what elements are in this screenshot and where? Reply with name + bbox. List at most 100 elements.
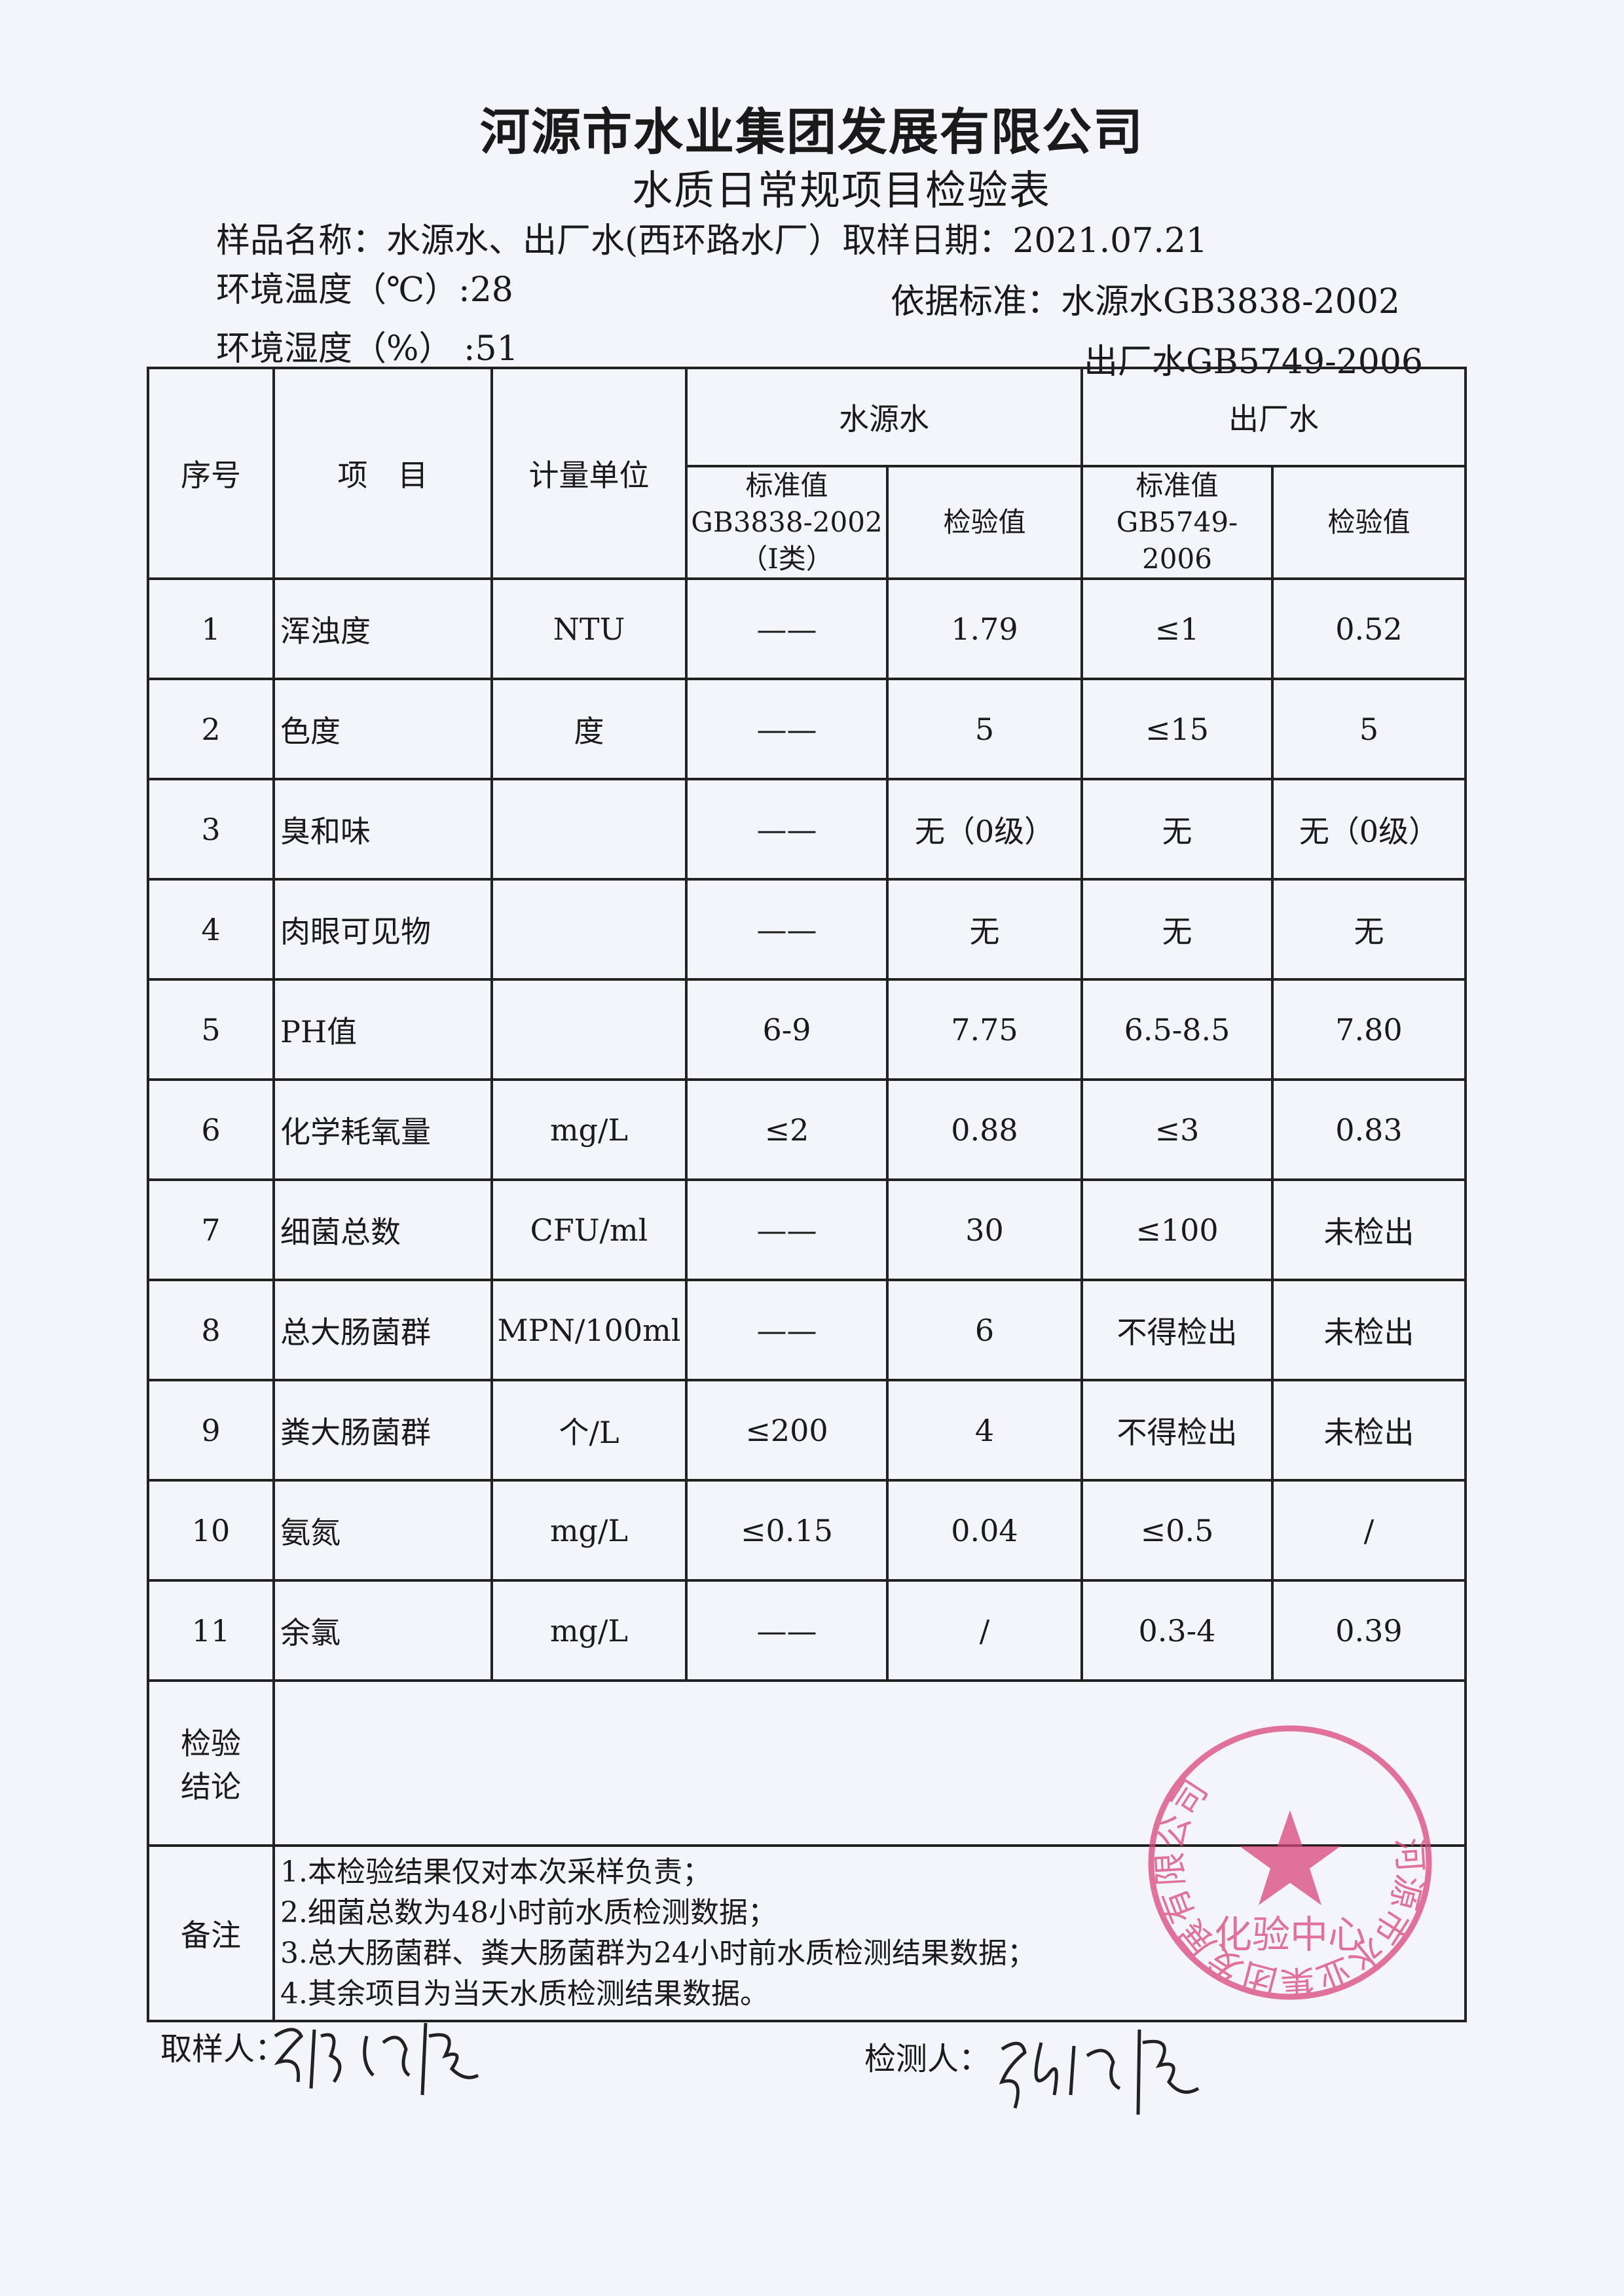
row-number: 9	[147, 1379, 275, 1482]
row-item: 总大肠菌群	[272, 1279, 493, 1381]
source-standard-label: 标准值	[745, 469, 828, 501]
table-row: 1 浑浊度 NTU —— 1.79 ≤1 0.52	[147, 577, 1467, 680]
row-number: 8	[147, 1279, 275, 1381]
row-source-value: 无（0级）	[886, 778, 1083, 881]
row-item: PH值	[272, 978, 493, 1081]
row-source-value: 0.04	[886, 1479, 1083, 1582]
row-outlet-value: 未检出	[1271, 1178, 1467, 1281]
header-source-water: 水源水	[685, 367, 1083, 467]
row-outlet-value: 0.52	[1271, 577, 1467, 680]
row-unit: MPN/100ml	[490, 1279, 688, 1381]
outlet-standard-code: GB5749-2006	[1116, 506, 1238, 575]
row-outlet-standard: ≤3	[1080, 1078, 1274, 1181]
conclusion-value	[272, 1679, 1467, 1847]
row-number: 11	[147, 1579, 275, 1682]
temperature-line: 环境温度（℃）:28	[216, 270, 513, 310]
row-unit: mg/L	[490, 1078, 688, 1181]
row-outlet-standard: ≤100	[1080, 1178, 1274, 1281]
row-unit	[490, 778, 688, 881]
row-outlet-standard: 不得检出	[1080, 1279, 1274, 1381]
table-row: 5 PH值 6-9 7.75 6.5-8.5 7.80	[147, 978, 1467, 1081]
row-item: 细菌总数	[272, 1178, 493, 1281]
table-row: 10 氨氮 mg/L ≤0.15 0.04 ≤0.5/	[147, 1479, 1467, 1582]
header-item: 项 目	[272, 367, 493, 580]
row-outlet-standard: 无	[1080, 878, 1274, 981]
row-number: 7	[147, 1178, 275, 1281]
row-source-value: /	[886, 1579, 1083, 1682]
row-source-standard: ——	[685, 1178, 889, 1281]
company-stamp: 河源市水业集团发展有限公司 化验中心	[1148, 1725, 1432, 2003]
row-number: 10	[147, 1479, 275, 1582]
row-item: 粪大肠菌群	[272, 1379, 493, 1482]
row-outlet-standard: ≤1	[1080, 577, 1274, 680]
table-row: 2 色度度 —— 5 ≤15 5	[147, 678, 1467, 780]
row-outlet-standard: ≤15	[1080, 678, 1274, 780]
row-source-standard: ——	[685, 678, 889, 780]
row-number: 2	[147, 678, 275, 780]
row-number: 6	[147, 1078, 275, 1181]
table-row: 11 余氯 mg/L ——/0.3-4 0.39	[147, 1579, 1467, 1682]
row-item: 臭和味	[272, 778, 493, 881]
row-item: 化学耗氧量	[272, 1078, 493, 1181]
conclusion-label-1: 检验	[181, 1726, 241, 1761]
row-number: 5	[147, 978, 275, 1081]
row-source-standard: ——	[685, 577, 889, 680]
row-unit: mg/L	[490, 1579, 688, 1682]
header-source-value: 检验值	[886, 465, 1083, 580]
row-outlet-value: 无	[1271, 878, 1467, 981]
svg-text:河源市水业集团发展有限公司: 河源市水业集团发展有限公司	[1151, 1773, 1430, 2003]
star-icon	[1240, 1810, 1340, 1905]
row-outlet-value: /	[1271, 1479, 1467, 1582]
row-source-standard: ≤0.15	[685, 1479, 889, 1582]
table-row: 8 总大肠菌群 MPN/100ml —— 6 不得检出 未检出	[147, 1279, 1467, 1381]
row-outlet-standard: 不得检出	[1080, 1379, 1274, 1482]
row-source-standard: ——	[685, 778, 889, 881]
source-standard-code: GB3838-2002	[691, 506, 883, 538]
row-item: 浑浊度	[272, 577, 493, 680]
row-source-value: 5	[886, 678, 1083, 780]
table-row: 6 化学耗氧量 mg/L ≤2 0.88 ≤3 0.83	[147, 1078, 1467, 1181]
tester-signature	[999, 2029, 1200, 2115]
source-standard-class: （Ⅰ类）	[740, 543, 834, 575]
sampler-label: 取样人：	[160, 2031, 287, 2068]
outlet-standard-label: 标准值	[1135, 469, 1219, 501]
row-item: 色度	[272, 678, 493, 780]
header-no: 序号	[147, 367, 275, 580]
row-outlet-standard: 0.3-4	[1080, 1579, 1274, 1682]
table-row: 9 粪大肠菌群 个/L ≤200 4 不得检出 未检出	[147, 1379, 1467, 1482]
row-number: 1	[147, 577, 275, 680]
note-item: 2.细菌总数为48小时前水质检测数据；	[280, 1896, 777, 1929]
notes-label: 备注	[147, 1844, 275, 2022]
row-source-standard: ≤2	[685, 1078, 889, 1181]
row-outlet-value: 未检出	[1271, 1279, 1467, 1381]
company-title: 河源市水业集团发展有限公司	[480, 103, 1144, 161]
row-outlet-standard: ≤0.5	[1080, 1479, 1274, 1582]
row-outlet-value: 0.83	[1271, 1078, 1467, 1181]
note-item: 3.总大肠菌群、粪大肠菌群为24小时前水质检测结果数据；	[280, 1937, 1036, 1970]
row-source-value: 6	[886, 1279, 1083, 1381]
row-source-value: 无	[886, 878, 1083, 981]
table-row: 4 肉眼可见物 —— 无无无	[147, 878, 1467, 981]
note-item: 1.本检验结果仅对本次采样负责；	[280, 1855, 711, 1889]
row-number: 3	[147, 778, 275, 881]
row-source-standard: ——	[685, 1279, 889, 1381]
header-source-standard: 标准值 GB3838-2002 （Ⅰ类）	[685, 465, 889, 580]
row-source-value: 30	[886, 1178, 1083, 1281]
table-row: 7 细菌总数 CFU/ml —— 30 ≤100 未检出	[147, 1178, 1467, 1281]
row-source-value: 1.79	[886, 577, 1083, 680]
row-source-value: 7.75	[886, 978, 1083, 1081]
inspection-table: 序号 项 目 计量单位 水源水 出厂水 标准值 GB3838-2002 （Ⅰ类）…	[147, 367, 1467, 2022]
row-source-standard: ——	[685, 878, 889, 981]
row-source-standard: ——	[685, 1579, 889, 1682]
row-outlet-standard: 6.5-8.5	[1080, 978, 1274, 1081]
row-unit: NTU	[490, 577, 688, 680]
standard-line: 依据标准：水源水GB3838-2002	[891, 282, 1400, 321]
row-source-standard: ≤200	[685, 1379, 889, 1482]
row-unit: 个/L	[490, 1379, 688, 1482]
row-item: 氨氮	[272, 1479, 493, 1582]
row-item: 余氯	[272, 1579, 493, 1682]
row-unit	[490, 878, 688, 981]
row-source-value: 0.88	[886, 1078, 1083, 1181]
svg-text:化验中心: 化验中心	[1214, 1912, 1366, 1957]
row-outlet-standard: 无	[1080, 778, 1274, 881]
